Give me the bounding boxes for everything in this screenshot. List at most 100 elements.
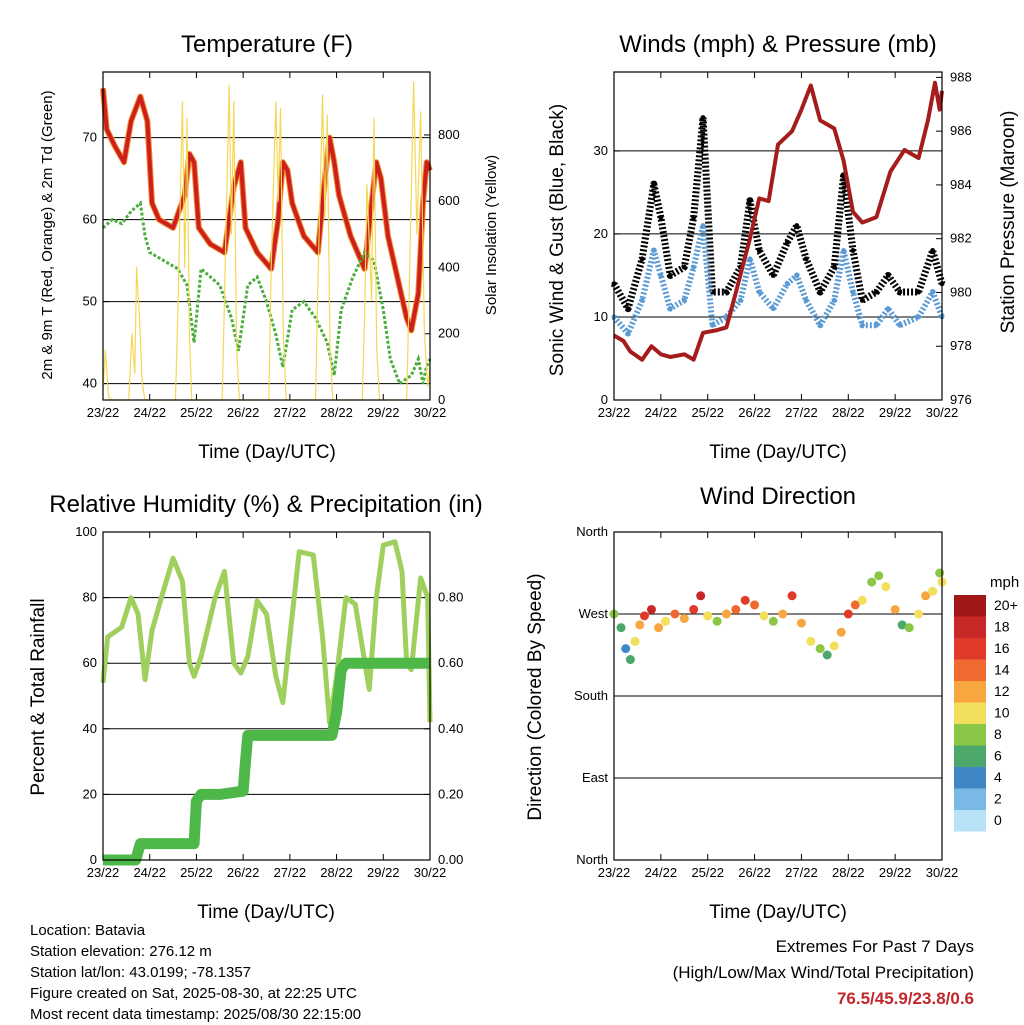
temperature-xlabel: Time (Day/UTC): [198, 442, 336, 463]
direction-point: [635, 620, 645, 630]
x-tick-label: 28/22: [832, 405, 865, 420]
gust-point: [700, 115, 706, 121]
gust-point: [850, 248, 856, 254]
direction-point: [867, 577, 877, 587]
direction-point: [822, 650, 832, 660]
direction-point: [661, 616, 671, 626]
legend-swatch: [954, 638, 986, 660]
humidity-title: Relative Humidity (%) & Precipitation (i…: [49, 491, 482, 518]
direction-point: [904, 623, 914, 633]
y-tick-label-right: 976: [950, 392, 972, 407]
x-tick-label: 29/22: [879, 865, 912, 880]
x-tick-label: 30/22: [414, 865, 447, 880]
winds-ylabel-left: Sonic Wind & Gust (Blue, Black): [547, 104, 568, 376]
dewpoint-line: [102, 200, 432, 386]
solar-line: [102, 81, 431, 401]
y-tick-label: 0: [90, 852, 97, 867]
x-tick-label: 24/22: [645, 405, 678, 420]
x-tick-label: 26/22: [227, 405, 260, 420]
x-tick-label: 27/22: [785, 865, 818, 880]
legend-swatch: [954, 659, 986, 681]
direction-point: [630, 636, 640, 646]
x-tick-label: 25/22: [691, 865, 724, 880]
direction-point: [850, 600, 860, 610]
temperature-title: Temperature (F): [181, 31, 353, 58]
temperature-plot: 40 50 60 70 0 200 400 600 800 23/22 24/22 25/22 26/2…: [83, 71, 460, 420]
legend-swatch: [954, 724, 986, 746]
x-tick-label: 24/22: [133, 865, 166, 880]
extremes-box: Extremes For Past 7 Days (High/Low/Max W…: [673, 934, 974, 1012]
x-tick-label: 30/22: [926, 865, 959, 880]
y-tick-label-right: 600: [438, 193, 460, 208]
legend-label: 18: [994, 619, 1010, 635]
direction-point: [928, 586, 938, 596]
wind-point: [794, 272, 800, 278]
y-tick-label: North: [576, 524, 608, 539]
wind-point: [784, 281, 790, 287]
legend-label: 12: [994, 683, 1010, 699]
gust-point: [930, 248, 936, 254]
y-tick-label-right: 400: [438, 259, 460, 274]
y-tick-label: 20: [594, 226, 608, 241]
x-tick-label: 29/22: [367, 865, 400, 880]
gust-point: [658, 214, 664, 220]
x-tick-label: 29/22: [367, 405, 400, 420]
direction-point: [836, 627, 846, 637]
gust-band: [610, 114, 946, 313]
gust-point: [794, 223, 800, 229]
wind-point: [803, 297, 809, 303]
gust-point: [897, 289, 903, 295]
y-tick-label: East: [582, 770, 608, 785]
humidity-xlabel: Time (Day/UTC): [197, 902, 335, 923]
x-tick-label: 26/22: [738, 405, 771, 420]
humidity-plot: 0 20 40 60 80 100 0.00 0.20 0.40 0.60 0.80 23/22 24/…: [75, 524, 463, 880]
direction-point: [654, 623, 664, 633]
y-tick-label: 40: [83, 376, 97, 391]
gust-point: [784, 239, 790, 245]
rh-line: [100, 539, 433, 725]
plot-frame: [102, 71, 431, 401]
direction-point: [806, 636, 816, 646]
x-tick-label: 28/22: [832, 865, 865, 880]
wind-point: [885, 306, 891, 312]
x-tick-label: 27/22: [274, 405, 307, 420]
legend-label: 6: [994, 748, 1002, 764]
legend-label: 2: [994, 791, 1002, 807]
legend-swatch: [954, 595, 986, 617]
y-tick-label-right: 0.00: [438, 852, 463, 867]
wind-point: [770, 306, 776, 312]
direction-point: [689, 604, 699, 614]
direction-point: [778, 609, 788, 619]
legend-swatch: [954, 681, 986, 703]
legend-label: 20+: [994, 597, 1018, 613]
direction-point: [843, 609, 853, 619]
direction-point: [897, 620, 907, 630]
legend-label: 0: [994, 812, 1002, 828]
y-tick-label-right: 980: [950, 284, 972, 299]
direction-point: [696, 591, 706, 601]
wind-point: [691, 264, 697, 270]
gust-point: [803, 256, 809, 262]
direction-point: [670, 609, 680, 619]
x-tick-label: 27/22: [274, 865, 307, 880]
direction-point: [621, 644, 631, 654]
temperature-ylabel-left: 2m & 9m T (Red, Orange) & 2m Td (Green): [39, 90, 56, 379]
y-tick-label-right: 0.20: [438, 786, 463, 801]
gust-point: [625, 306, 631, 312]
x-tick-label: 25/22: [691, 405, 724, 420]
legend-swatch: [954, 788, 986, 810]
wind-point: [841, 248, 847, 254]
y-tick-label: 100: [75, 524, 97, 539]
winds-title: Winds (mph) & Pressure (mb): [619, 31, 936, 58]
gust-point: [756, 248, 762, 254]
gust-point: [831, 264, 837, 270]
y-tick-label-right: 986: [950, 123, 972, 138]
y-tick-label: 0: [601, 392, 608, 407]
pressure-line: [613, 80, 944, 362]
direction-point: [721, 609, 731, 619]
gust-point: [873, 289, 879, 295]
temperature-ylabel-right: Solar Insolation (Yellow): [483, 155, 500, 315]
wind-band: [611, 222, 945, 337]
x-tick-label: 29/22: [879, 405, 912, 420]
